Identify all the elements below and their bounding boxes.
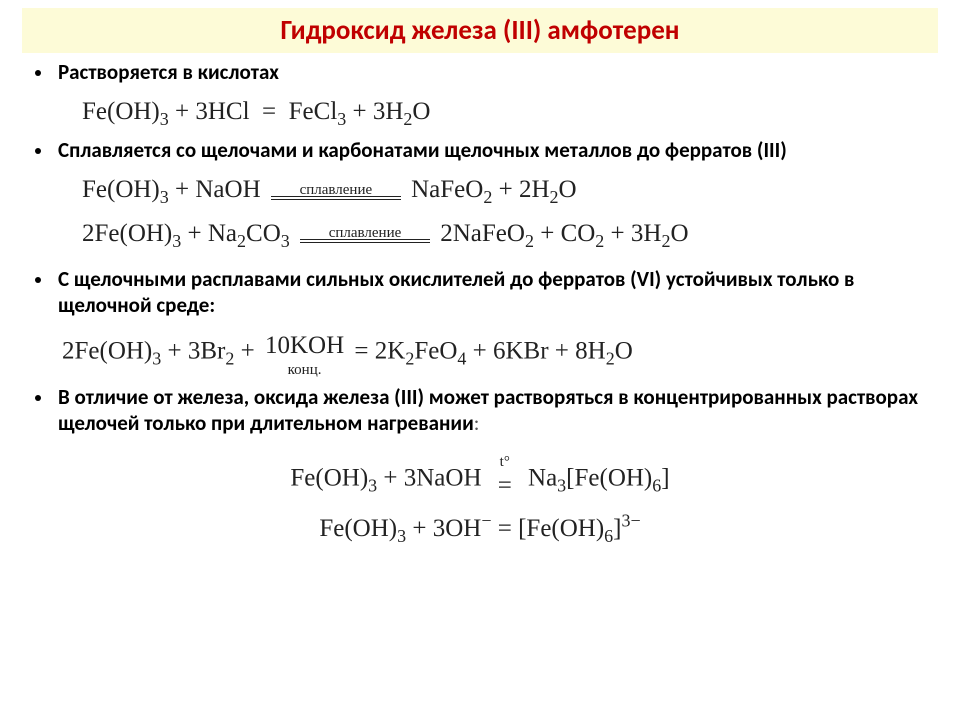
reaction-arrow: сплавление	[271, 183, 401, 200]
equation-naoh-fuse: Fe(OH)3 + NaOH сплавление NaFeO2 + 2H2O	[22, 171, 938, 209]
equation-text: Fe(OH)3 + 3HCl = FeCl3 + 3H2O	[82, 93, 938, 131]
temp-label: t°	[492, 455, 518, 470]
equation-text: Fe(OH)3 + NaOH сплавление NaFeO2 + 2H2O	[82, 171, 938, 209]
bullet-text: В отличие от железа, оксида железа (III)…	[58, 384, 918, 436]
slide-title: Гидроксид железа (III) амфотерен	[22, 8, 938, 53]
equation-br2-koh: 2Fe(OH)3 + 3Br2 + 10KOH конц. = 2K2FeO4 …	[22, 327, 938, 379]
equation-naoh-heat: Fe(OH)3 + 3NaOH t° = Na3[Fe(OH)6]	[22, 455, 938, 505]
bullet-acids: Растворяется в кислотах	[54, 59, 938, 85]
bullet-dissolve-heat: В отличие от железа, оксида железа (III)…	[54, 384, 938, 437]
equation-text: Fe(OH)3 + 3OH− = [Fe(OH)6]3−	[22, 510, 938, 548]
bullet-list-2: Сплавляется со щелочами и карбонатами ще…	[22, 137, 938, 163]
bullet-list-3: С щелочными расплавами сильных окислител…	[22, 266, 938, 319]
bullet-list-4: В отличие от железа, оксида железа (III)…	[22, 384, 938, 437]
equation-text: 2Fe(OH)3 + 3Br2 + 10KOH конц. = 2K2FeO4 …	[62, 327, 938, 379]
bullet-alkali-fuse: Сплавляется со щелочами и карбонатами ще…	[54, 137, 938, 163]
bullet-list-1: Растворяется в кислотах	[22, 59, 938, 85]
conc-label: конц.	[265, 363, 344, 378]
slide: Гидроксид железа (III) амфотерен Раствор…	[0, 0, 960, 720]
reaction-arrow: сплавление	[300, 226, 430, 243]
equation-na2co3-fuse: 2Fe(OH)3 + Na2CO3 сплавление 2NaFeO2 + C…	[22, 215, 938, 253]
koh-with-label: 10KOH конц.	[265, 327, 344, 379]
equation-text: Fe(OH)3 + 3NaOH t° = Na3[Fe(OH)6]	[22, 455, 938, 505]
equation-text: 2Fe(OH)3 + Na2CO3 сплавление 2NaFeO2 + C…	[82, 215, 938, 253]
equation-oh-ionic: Fe(OH)3 + 3OH− = [Fe(OH)6]3−	[22, 510, 938, 548]
equals-temp: t° =	[492, 455, 518, 505]
colon: :	[474, 410, 480, 436]
equation-hcl: Fe(OH)3 + 3HCl = FeCl3 + 3H2O	[22, 93, 938, 131]
bullet-oxidizer: С щелочными расплавами сильных окислител…	[54, 266, 938, 319]
